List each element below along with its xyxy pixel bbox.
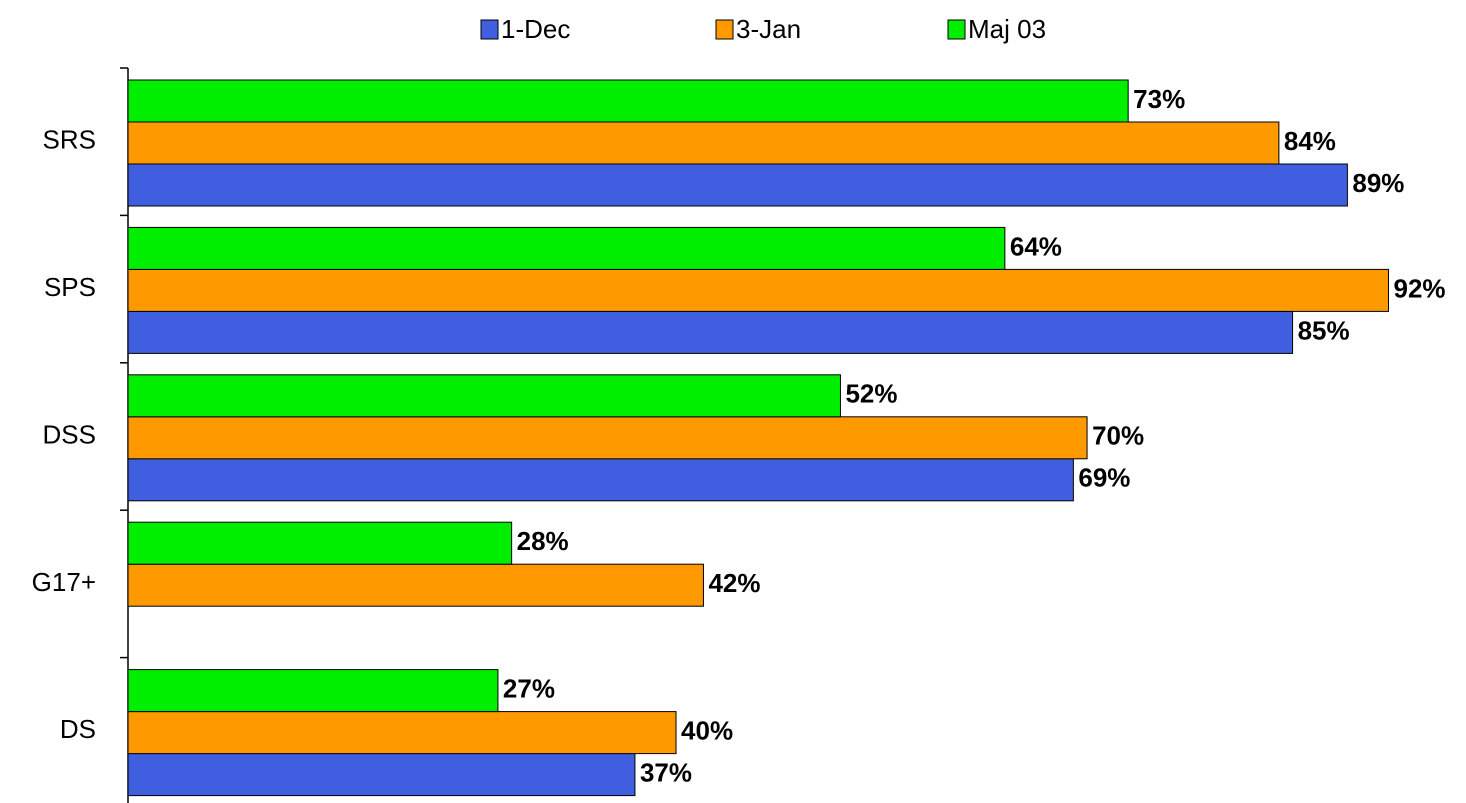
value-label: 69%	[1078, 463, 1130, 493]
bar	[127, 521, 513, 565]
legend-swatch	[480, 19, 499, 40]
bar	[127, 711, 677, 755]
legend-label: 3-Jan	[736, 14, 801, 44]
bar	[127, 416, 1088, 460]
category-label: SPS	[44, 272, 96, 302]
bar	[127, 268, 1389, 312]
bar	[127, 163, 1348, 207]
bar	[127, 458, 1074, 502]
legend-swatch	[715, 19, 734, 40]
legend-swatch	[947, 19, 966, 40]
bar	[127, 563, 704, 607]
value-label: 27%	[503, 673, 555, 703]
value-label: 92%	[1393, 273, 1445, 303]
category-label: SRS	[43, 125, 96, 155]
value-label: 42%	[708, 568, 760, 598]
category-label: DSS	[43, 419, 96, 449]
value-label: 64%	[1010, 231, 1062, 261]
legend-label: 1-Dec	[501, 14, 570, 44]
value-label: 37%	[640, 757, 692, 787]
value-label: 28%	[517, 526, 569, 556]
bar	[127, 121, 1280, 165]
value-label: 73%	[1133, 84, 1185, 114]
value-label: 70%	[1092, 421, 1144, 451]
bar	[127, 79, 1129, 123]
value-label: 84%	[1284, 126, 1336, 156]
category-label: DS	[60, 714, 96, 744]
value-label: 40%	[681, 715, 733, 745]
bar	[127, 310, 1294, 354]
bar	[127, 374, 841, 418]
value-label: 52%	[845, 379, 897, 409]
category-label: G17+	[32, 567, 96, 597]
bar	[127, 669, 499, 713]
bar	[127, 226, 1006, 270]
value-label: 89%	[1352, 168, 1404, 198]
legend-label: Maj 03	[968, 14, 1046, 44]
value-label: 85%	[1298, 315, 1350, 345]
bar	[127, 753, 636, 797]
